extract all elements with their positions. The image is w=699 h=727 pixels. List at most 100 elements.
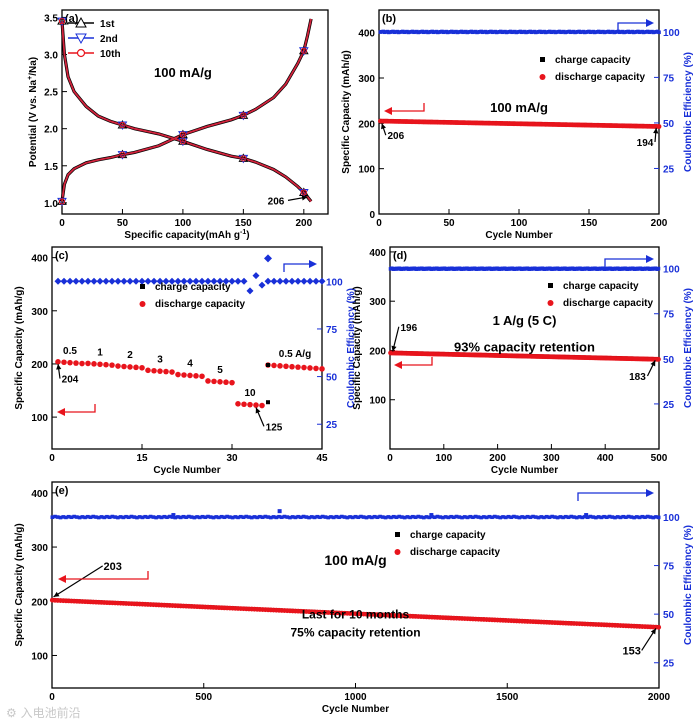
y2-tick-label: 75 xyxy=(663,310,675,321)
efficiency-point xyxy=(132,515,137,519)
efficiency-point xyxy=(596,515,601,519)
efficiency-point xyxy=(471,515,475,520)
legend-label: 1st xyxy=(100,19,115,30)
efficiency-point xyxy=(60,277,68,285)
efficiency-point xyxy=(151,515,156,519)
efficiency-point xyxy=(143,514,147,519)
efficiency-point xyxy=(258,281,266,289)
efficiency-point xyxy=(405,515,410,519)
discharge-point xyxy=(253,402,259,408)
efficiency-point xyxy=(427,515,432,520)
efficiency-point xyxy=(490,515,494,520)
efficiency-point xyxy=(126,515,131,520)
efficiency-point xyxy=(624,515,628,520)
efficiency-point xyxy=(258,514,262,519)
efficiency-point xyxy=(584,513,589,518)
legend-discharge-marker xyxy=(547,300,554,306)
efficiency-point xyxy=(462,515,467,519)
efficiency-point xyxy=(252,272,260,280)
efficiency-point xyxy=(274,515,279,520)
legend-charge-marker xyxy=(395,532,400,537)
efficiency-point xyxy=(246,287,254,295)
panel-d: (d) 0 100 200 300 400 500 100 200 300 400 25 50 75 100… xyxy=(352,246,694,476)
y2-tick-label: 50 xyxy=(663,610,675,621)
x-tick-label: 0 xyxy=(376,218,382,229)
y2-tick-label: 25 xyxy=(326,420,338,431)
efficiency-point xyxy=(216,277,224,285)
panel-label: (e) xyxy=(55,485,69,497)
annotation-text: 75% capacity retention xyxy=(290,626,420,640)
efficiency-point xyxy=(80,515,85,519)
efficiency-point xyxy=(443,515,448,519)
efficiency-point xyxy=(402,515,407,520)
efficiency-point xyxy=(86,514,90,519)
efficiency-point xyxy=(340,514,344,519)
y-tick-label: 0 xyxy=(369,210,375,221)
discharge-point xyxy=(181,372,187,378)
efficiency-point xyxy=(531,514,535,519)
efficiency-point xyxy=(495,515,500,519)
y-axis-label-sup: + xyxy=(27,76,34,80)
y-tick-label: 400 xyxy=(358,29,375,40)
y-tick-label: 300 xyxy=(31,307,48,318)
efficiency-point xyxy=(187,514,191,519)
x-axis-label: Cycle Number xyxy=(491,465,558,476)
marker-10th xyxy=(300,189,307,196)
efficiency-point xyxy=(135,515,139,520)
efficiency-point xyxy=(66,277,74,285)
legend-charge-marker xyxy=(548,283,553,288)
efficiency-point xyxy=(561,515,565,520)
efficiency-axis-arrowhead xyxy=(309,260,317,268)
efficiency-point xyxy=(288,277,296,285)
legend-label: 2nd xyxy=(100,34,118,45)
efficiency-point xyxy=(370,515,374,520)
efficiency-series xyxy=(388,266,661,271)
legend-discharge-label: discharge capacity xyxy=(555,72,645,83)
efficiency-point xyxy=(539,515,544,519)
efficiency-point xyxy=(637,515,642,520)
x-tick-label: 300 xyxy=(543,453,560,464)
efficiency-point xyxy=(266,515,270,519)
legend-discharge-label: discharge capacity xyxy=(410,547,500,558)
efficiency-point xyxy=(525,514,530,519)
efficiency-point xyxy=(208,515,213,519)
efficiency-axis-arrow xyxy=(577,492,650,501)
legend-label: 10th xyxy=(100,49,121,60)
efficiency-axis-arrowhead xyxy=(646,19,654,27)
efficiency-point xyxy=(468,514,473,519)
efficiency-point xyxy=(277,509,282,514)
x-tick-label: 30 xyxy=(226,453,238,464)
discharge-point xyxy=(217,379,223,385)
y-tick-label: 300 xyxy=(31,543,48,554)
efficiency-point xyxy=(501,515,505,519)
discharge-point xyxy=(139,364,145,371)
discharge-point xyxy=(277,363,283,369)
discharge-point xyxy=(271,362,277,369)
efficiency-point xyxy=(222,277,230,285)
capacity-axis-arrowhead xyxy=(57,408,65,416)
efficiency-point xyxy=(108,277,116,285)
discharge-point xyxy=(73,360,79,366)
efficiency-point xyxy=(350,515,355,520)
efficiency-point xyxy=(487,514,492,519)
marker-10th xyxy=(119,151,126,158)
efficiency-point xyxy=(334,514,339,519)
x-tick-label: 1000 xyxy=(344,692,367,703)
efficiency-point xyxy=(331,515,336,520)
efficiency-point xyxy=(206,514,210,519)
marker-10th xyxy=(119,121,126,129)
efficiency-point xyxy=(375,515,380,520)
efficiency-point xyxy=(282,514,287,519)
efficiency-point xyxy=(309,515,314,519)
efficiency-series xyxy=(50,509,661,520)
efficiency-point xyxy=(75,515,79,519)
legend-charge-label: charge capacity xyxy=(555,55,631,66)
discharge-point xyxy=(301,364,307,371)
discharge-point xyxy=(193,373,199,379)
capacity-series xyxy=(49,597,662,630)
capacity-axis-arrow xyxy=(62,571,149,580)
y-tick-label: 2.0 xyxy=(44,125,58,136)
efficiency-point xyxy=(345,515,350,520)
efficiency-point xyxy=(411,514,415,519)
